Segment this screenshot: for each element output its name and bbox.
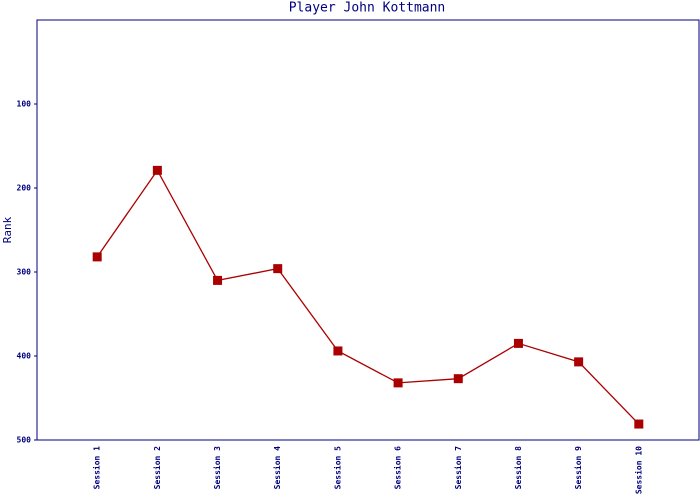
marker bbox=[634, 419, 644, 429]
marker bbox=[393, 378, 403, 388]
marker bbox=[333, 346, 343, 356]
x-tick-label: Session 7 bbox=[453, 446, 463, 490]
x-tick-label: Session 10 bbox=[633, 446, 643, 494]
y-axis-label: Rank bbox=[1, 216, 14, 243]
marker bbox=[92, 252, 102, 262]
x-tick-label: Session 4 bbox=[272, 446, 282, 490]
x-tick-label: Session 6 bbox=[393, 446, 403, 490]
y-tick-label: 400 bbox=[17, 352, 32, 361]
marker bbox=[574, 357, 584, 367]
y-tick-label: 200 bbox=[17, 184, 32, 193]
marker bbox=[513, 338, 523, 348]
y-tick-label: 500 bbox=[17, 436, 32, 445]
y-tick-label: 300 bbox=[17, 268, 32, 277]
plot-frame bbox=[36, 19, 700, 441]
x-tick-label: Session 5 bbox=[332, 446, 342, 490]
chart-title: Player John Kottmann bbox=[289, 1, 446, 16]
x-tick-label: Session 9 bbox=[573, 446, 583, 490]
x-tick-label: Session 8 bbox=[513, 446, 523, 490]
y-tick-label: 100 bbox=[17, 100, 32, 109]
marker bbox=[152, 165, 162, 175]
marker bbox=[453, 374, 463, 384]
line bbox=[96, 169, 640, 425]
x-tick-label: Session 2 bbox=[152, 446, 162, 490]
marker bbox=[213, 275, 223, 285]
marker bbox=[273, 264, 283, 274]
x-tick-label: Session 3 bbox=[212, 446, 222, 490]
x-tick-label: Session 1 bbox=[92, 446, 102, 490]
